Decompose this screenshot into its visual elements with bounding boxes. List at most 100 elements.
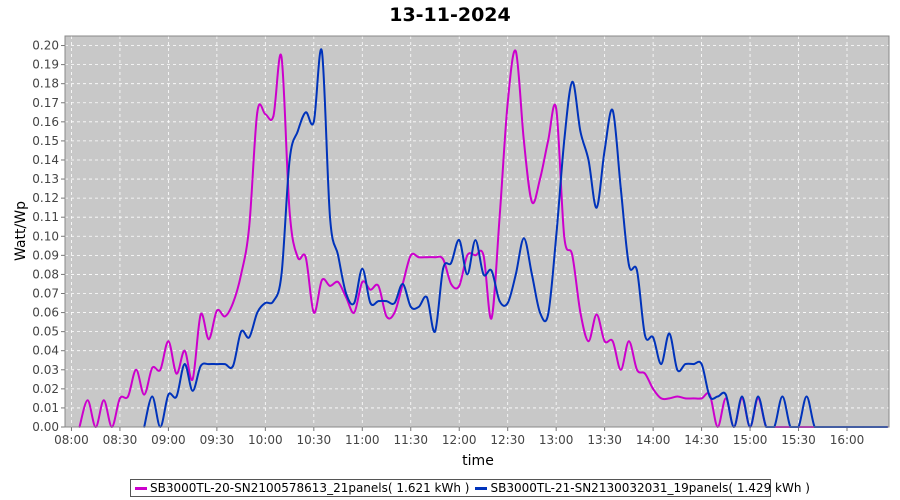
data-point (288, 210, 291, 213)
data-point (434, 256, 436, 259)
data-point (628, 340, 630, 343)
data-point (369, 302, 372, 304)
x-tick-label: 15:30 (781, 433, 816, 447)
data-point (619, 368, 622, 371)
y-tick-label: 0.09 (32, 248, 59, 262)
x-tick-label: 12:00 (442, 433, 477, 447)
data-point (86, 399, 89, 402)
data-point (409, 305, 412, 308)
data-point (644, 372, 646, 375)
data-point (555, 107, 558, 110)
y-tick-label: 0.11 (32, 210, 59, 224)
data-point (216, 363, 218, 365)
y-tick-label: 0.18 (32, 77, 59, 91)
x-tick-label: 10:30 (297, 433, 332, 447)
data-point (724, 393, 727, 396)
data-point (264, 302, 267, 304)
x-axis-label: time (462, 453, 494, 469)
data-point (636, 269, 638, 272)
data-point (329, 216, 331, 219)
chart-title: 13-11-2024 (389, 4, 511, 26)
y-tick-label: 0.19 (32, 58, 59, 72)
data-point (329, 285, 331, 287)
data-point (684, 363, 687, 365)
data-point (700, 363, 703, 365)
data-point (183, 349, 186, 352)
data-point (579, 130, 582, 133)
data-point (442, 267, 444, 270)
data-point (232, 365, 234, 367)
data-point (280, 273, 283, 276)
data-point (240, 273, 243, 276)
data-point (603, 340, 606, 343)
data-point (353, 311, 356, 314)
y-tick-label: 0.16 (32, 115, 59, 129)
data-point (143, 393, 146, 396)
data-point (482, 273, 485, 276)
data-point (256, 311, 259, 314)
data-point (426, 296, 428, 299)
data-point (563, 235, 566, 238)
data-point (167, 340, 170, 343)
data-point (563, 140, 566, 142)
legend-swatch-icon (135, 486, 147, 490)
x-tick-label: 11:00 (345, 433, 380, 447)
data-point (539, 311, 541, 314)
data-point (652, 336, 654, 339)
data-point (442, 258, 444, 261)
data-point (312, 311, 315, 314)
data-point (175, 395, 178, 398)
legend-swatch-icon (475, 486, 488, 490)
data-point (587, 340, 590, 343)
data-point (199, 365, 202, 367)
data-point (482, 254, 485, 257)
data-point (191, 378, 194, 381)
x-tick-label: 08:00 (54, 433, 89, 447)
data-point (539, 178, 541, 180)
x-tick-label: 08:30 (103, 433, 138, 447)
y-tick-label: 0.20 (32, 39, 59, 53)
data-point (741, 395, 743, 398)
data-point (127, 395, 129, 398)
data-point (555, 235, 558, 238)
data-point (490, 317, 493, 320)
data-point (652, 388, 654, 390)
data-point (611, 109, 614, 112)
data-point (361, 281, 364, 283)
data-point (207, 338, 210, 341)
data-point (377, 285, 380, 287)
data-point (167, 393, 170, 396)
legend-item-series-1: SB3000TL-20-SN2100578613_21panels( 1.621… (135, 481, 469, 495)
x-tick-label: 15:00 (733, 433, 768, 447)
legend-item-series-2: SB3000TL-21-SN2130032031_19panels( 1.429… (475, 481, 810, 495)
x-tick-label: 14:00 (636, 433, 671, 447)
data-point (595, 313, 598, 316)
legend-label: SB3000TL-20-SN2100578613_21panels( 1.621… (150, 481, 470, 495)
y-tick-label: 0.01 (32, 401, 59, 415)
data-point (377, 300, 380, 302)
y-tick-label: 0.07 (32, 286, 59, 300)
data-point (514, 273, 517, 276)
data-point (216, 309, 218, 312)
data-point (361, 267, 364, 270)
data-point (224, 363, 226, 365)
y-tick-label: 0.15 (32, 134, 59, 148)
data-point (240, 330, 243, 333)
data-point (781, 395, 784, 398)
data-point (191, 389, 194, 392)
plot-border (64, 35, 890, 428)
data-point (345, 292, 347, 295)
data-point (708, 395, 711, 398)
data-point (692, 363, 695, 365)
data-point (514, 50, 517, 53)
data-point (385, 300, 388, 302)
y-tick-label: 0.17 (32, 96, 59, 110)
y-tick-label: 0.08 (32, 267, 59, 281)
data-point (207, 363, 210, 365)
data-point (506, 101, 509, 104)
data-point (135, 368, 138, 371)
x-tick-label: 09:30 (200, 433, 235, 447)
y-tick-label: 0.05 (32, 325, 59, 339)
data-point (296, 256, 299, 259)
